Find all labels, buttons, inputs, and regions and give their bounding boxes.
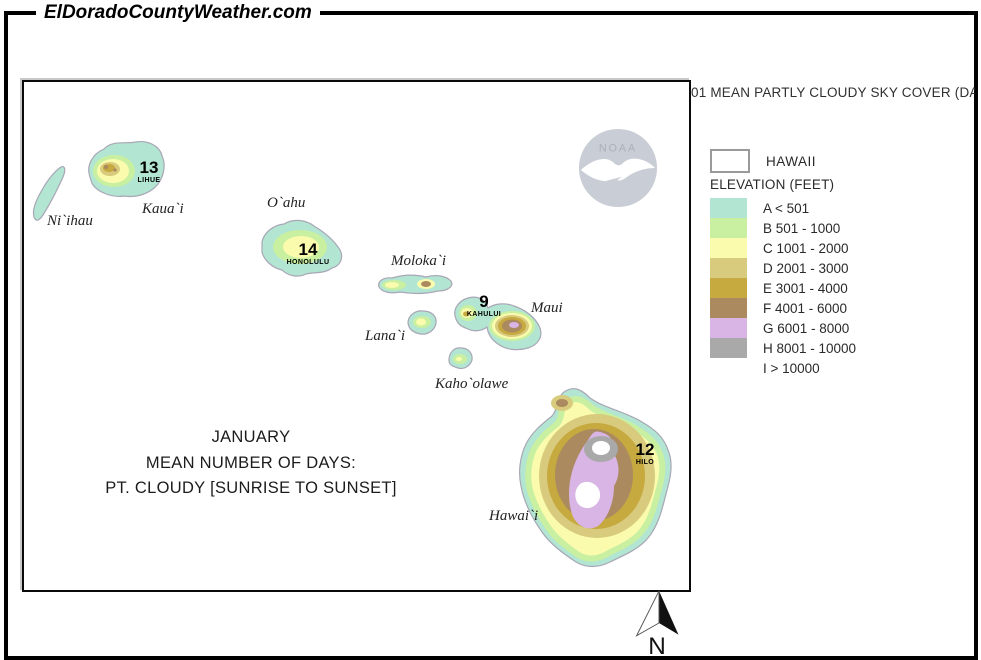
legend-heading: ELEVATION (FEET) [710,177,835,192]
station-city: HONOLULU [286,259,330,266]
caption-line-1: JANUARY [211,428,291,446]
site-title: ElDoradoCountyWeather.com [36,2,320,24]
station-value: 12 [635,440,655,459]
station-value: 13 [139,158,159,177]
island-label-hawaii: Hawai`i [489,508,539,524]
elevation-swatch-f [710,298,747,318]
noaa-logo: NOAA [578,128,658,208]
legend-row: A < 501 [710,198,970,218]
map-frame: NOAA Ni`ihau Kaua`i O`ahu Moloka`i Lana`… [22,80,691,592]
noaa-bird-icon [580,158,656,182]
island-label-kauai: Kaua`i [142,201,184,217]
elevation-label: D 2001 - 3000 [763,260,849,276]
elevation-swatch-i [710,358,747,378]
island-label-niihau: Ni`ihau [47,213,93,229]
caption-line-3: PT. CLOUDY [SUNRISE TO SUNSET] [105,479,397,497]
elevation-swatch-h [710,338,747,358]
island-maui-shape [454,296,542,351]
island-label-molokai: Moloka`i [391,253,446,269]
elevation-swatch-g [710,318,747,338]
north-arrow-outline-half [635,590,660,637]
elevation-label: F 4001 - 6000 [763,300,848,316]
station-hilo: 12 HILO [636,441,655,466]
elevation-swatch-b [710,218,747,238]
station-city: LIHUE [137,177,161,184]
elevation-label: C 1001 - 2000 [763,240,849,256]
page-border [4,11,978,660]
legend: HAWAII ELEVATION (FEET) A < 501 B 501 - … [710,149,970,378]
legend-row: H 8001 - 10000 [710,338,970,358]
legend-region-label: HAWAII [766,153,816,169]
station-lihue: 13 LIHUE [138,159,161,184]
caption-line-2: MEAN NUMBER OF DAYS: [145,453,357,472]
island-kauai-shape [88,141,165,198]
island-hawaii-shape [519,388,672,568]
legend-row: C 1001 - 2000 [710,238,970,258]
hawaii-islands-map [32,141,672,568]
elevation-swatch-a [710,198,747,218]
elevation-swatch-d [710,258,747,278]
north-arrow-filled-half [659,590,679,635]
island-kahoolawe-shape [448,347,473,370]
elevation-label: G 6001 - 8000 [763,320,850,336]
legend-region-row: HAWAII [710,149,970,173]
island-label-oahu: O`ahu [267,195,306,211]
hawaii-outline-swatch [710,149,750,173]
station-kahului: 9 KAHULUI [467,293,501,318]
station-city: KAHULUI [466,311,502,318]
noaa-logo-text: NOAA [599,142,637,154]
station-value: 9 [479,292,489,311]
elevation-label: H 8001 - 10000 [763,340,857,356]
island-label-lanai: Lana`i [365,328,406,344]
elevation-label: E 3001 - 4000 [763,280,848,296]
island-niihau-shape [32,165,66,221]
island-oahu-shape [261,219,343,277]
elevation-label: I > 10000 [763,360,820,376]
north-arrow-label: N [648,633,666,658]
elevation-label: A < 501 [763,200,810,216]
elevation-label: B 501 - 1000 [763,220,841,236]
station-honolulu: 14 HONOLULU [287,241,330,266]
legend-row: I > 10000 [710,358,970,378]
north-arrow: N [635,590,679,658]
map-title: 01 MEAN PARTLY CLOUDY SKY COVER (DAYS) [691,85,975,100]
station-city: HILO [635,459,655,466]
elevation-swatch-c [710,238,747,258]
island-lanai-shape [407,310,437,335]
island-molokai-shape [378,274,453,294]
elevation-swatch-e [710,278,747,298]
legend-row: D 2001 - 3000 [710,258,970,278]
station-value: 14 [298,240,318,259]
legend-row: B 501 - 1000 [710,218,970,238]
legend-row: G 6001 - 8000 [710,318,970,338]
island-label-maui: Maui [531,300,563,316]
island-label-kahoolawe: Kaho`olawe [435,376,509,392]
legend-row: F 4001 - 6000 [710,298,970,318]
map-caption: JANUARY MEAN NUMBER OF DAYS: PT. CLOUDY … [86,425,416,502]
legend-row: E 3001 - 4000 [710,278,970,298]
